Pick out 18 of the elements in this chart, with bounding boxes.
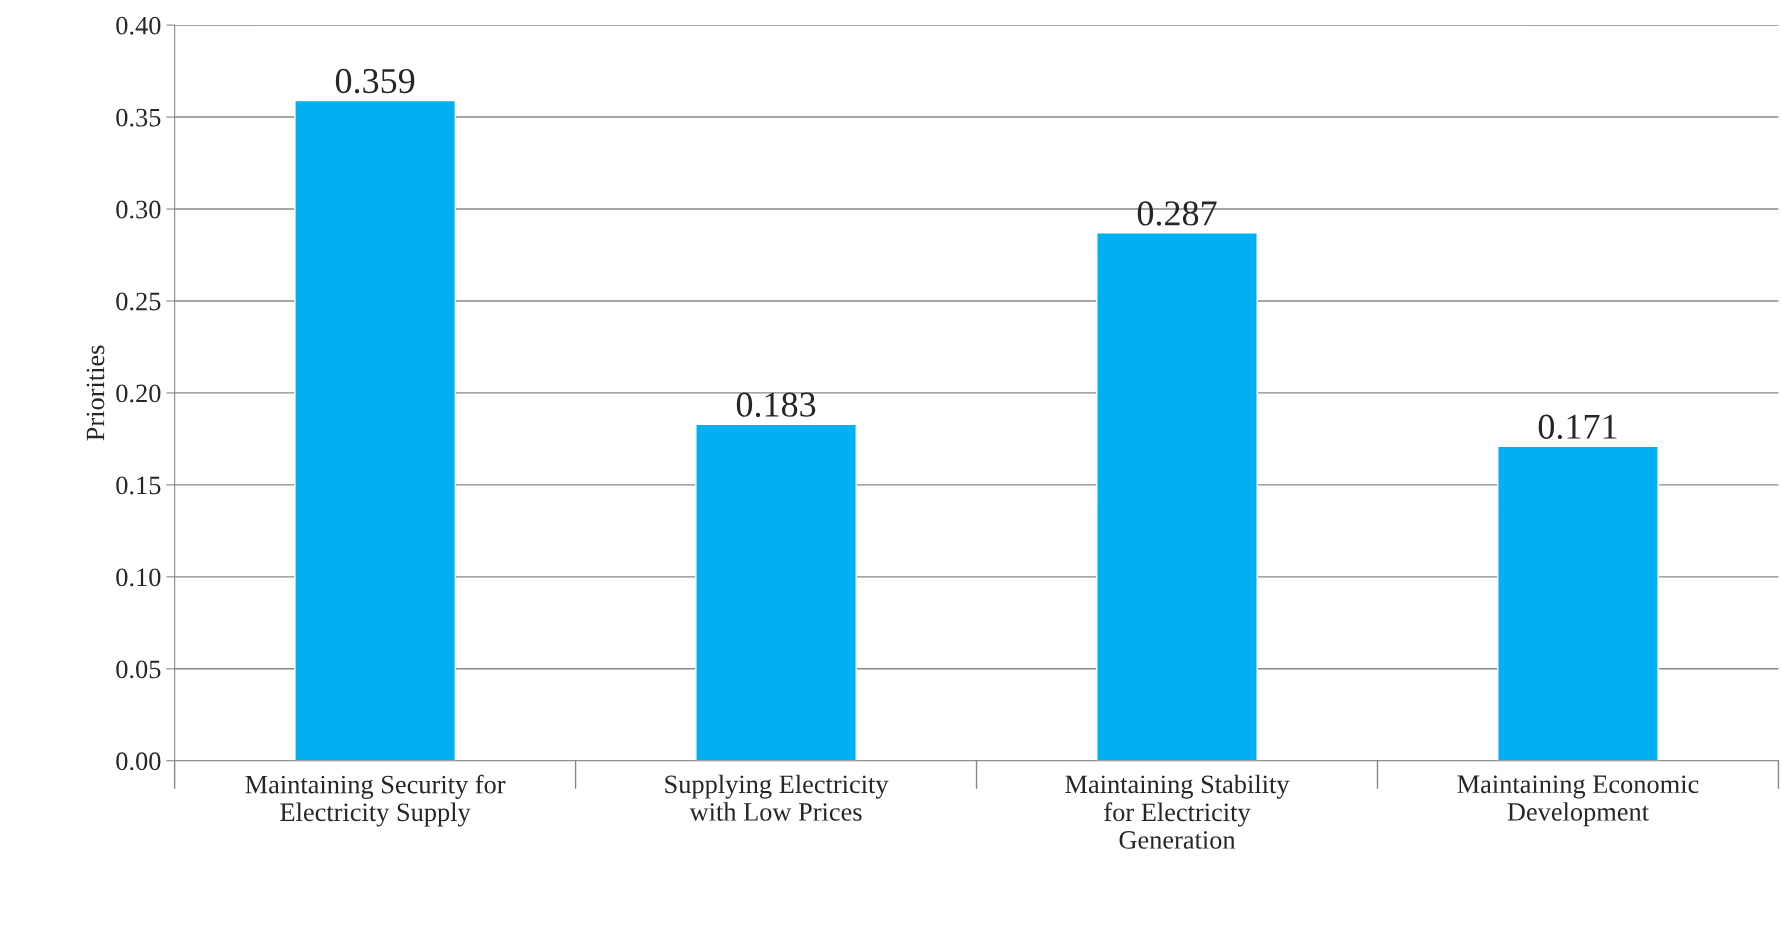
y-tick-label: 0.40 (116, 16, 161, 35)
x-tick-label: Maintaining Security for Electricity Supply (245, 774, 506, 827)
data-label: 0.287 (1137, 201, 1217, 226)
x-tick-label: Maintaining Economic Development (1457, 775, 1699, 827)
data-label: 0.183 (736, 392, 816, 418)
y-tick-label: 0.05 (116, 660, 161, 679)
y-tick-label: 0.25 (116, 292, 161, 311)
y-tick-label: 0.00 (116, 752, 161, 771)
data-label: 0.359 (335, 68, 415, 94)
y-tick-label: 0.20 (116, 384, 161, 403)
y-tick-label: 0.15 (116, 476, 161, 495)
x-tick-label: Maintaining Stability for Electricity Generation (1065, 774, 1290, 849)
y-tick-label: 0.10 (116, 568, 161, 587)
y-tick-label: 0.30 (116, 200, 161, 219)
y-axis-title: Priorities (86, 345, 105, 441)
data-label: 0.171 (1538, 414, 1617, 440)
x-tick-label: Supplying Electricity with Low Prices (665, 774, 889, 821)
y-tick-label: 0.35 (116, 108, 161, 127)
